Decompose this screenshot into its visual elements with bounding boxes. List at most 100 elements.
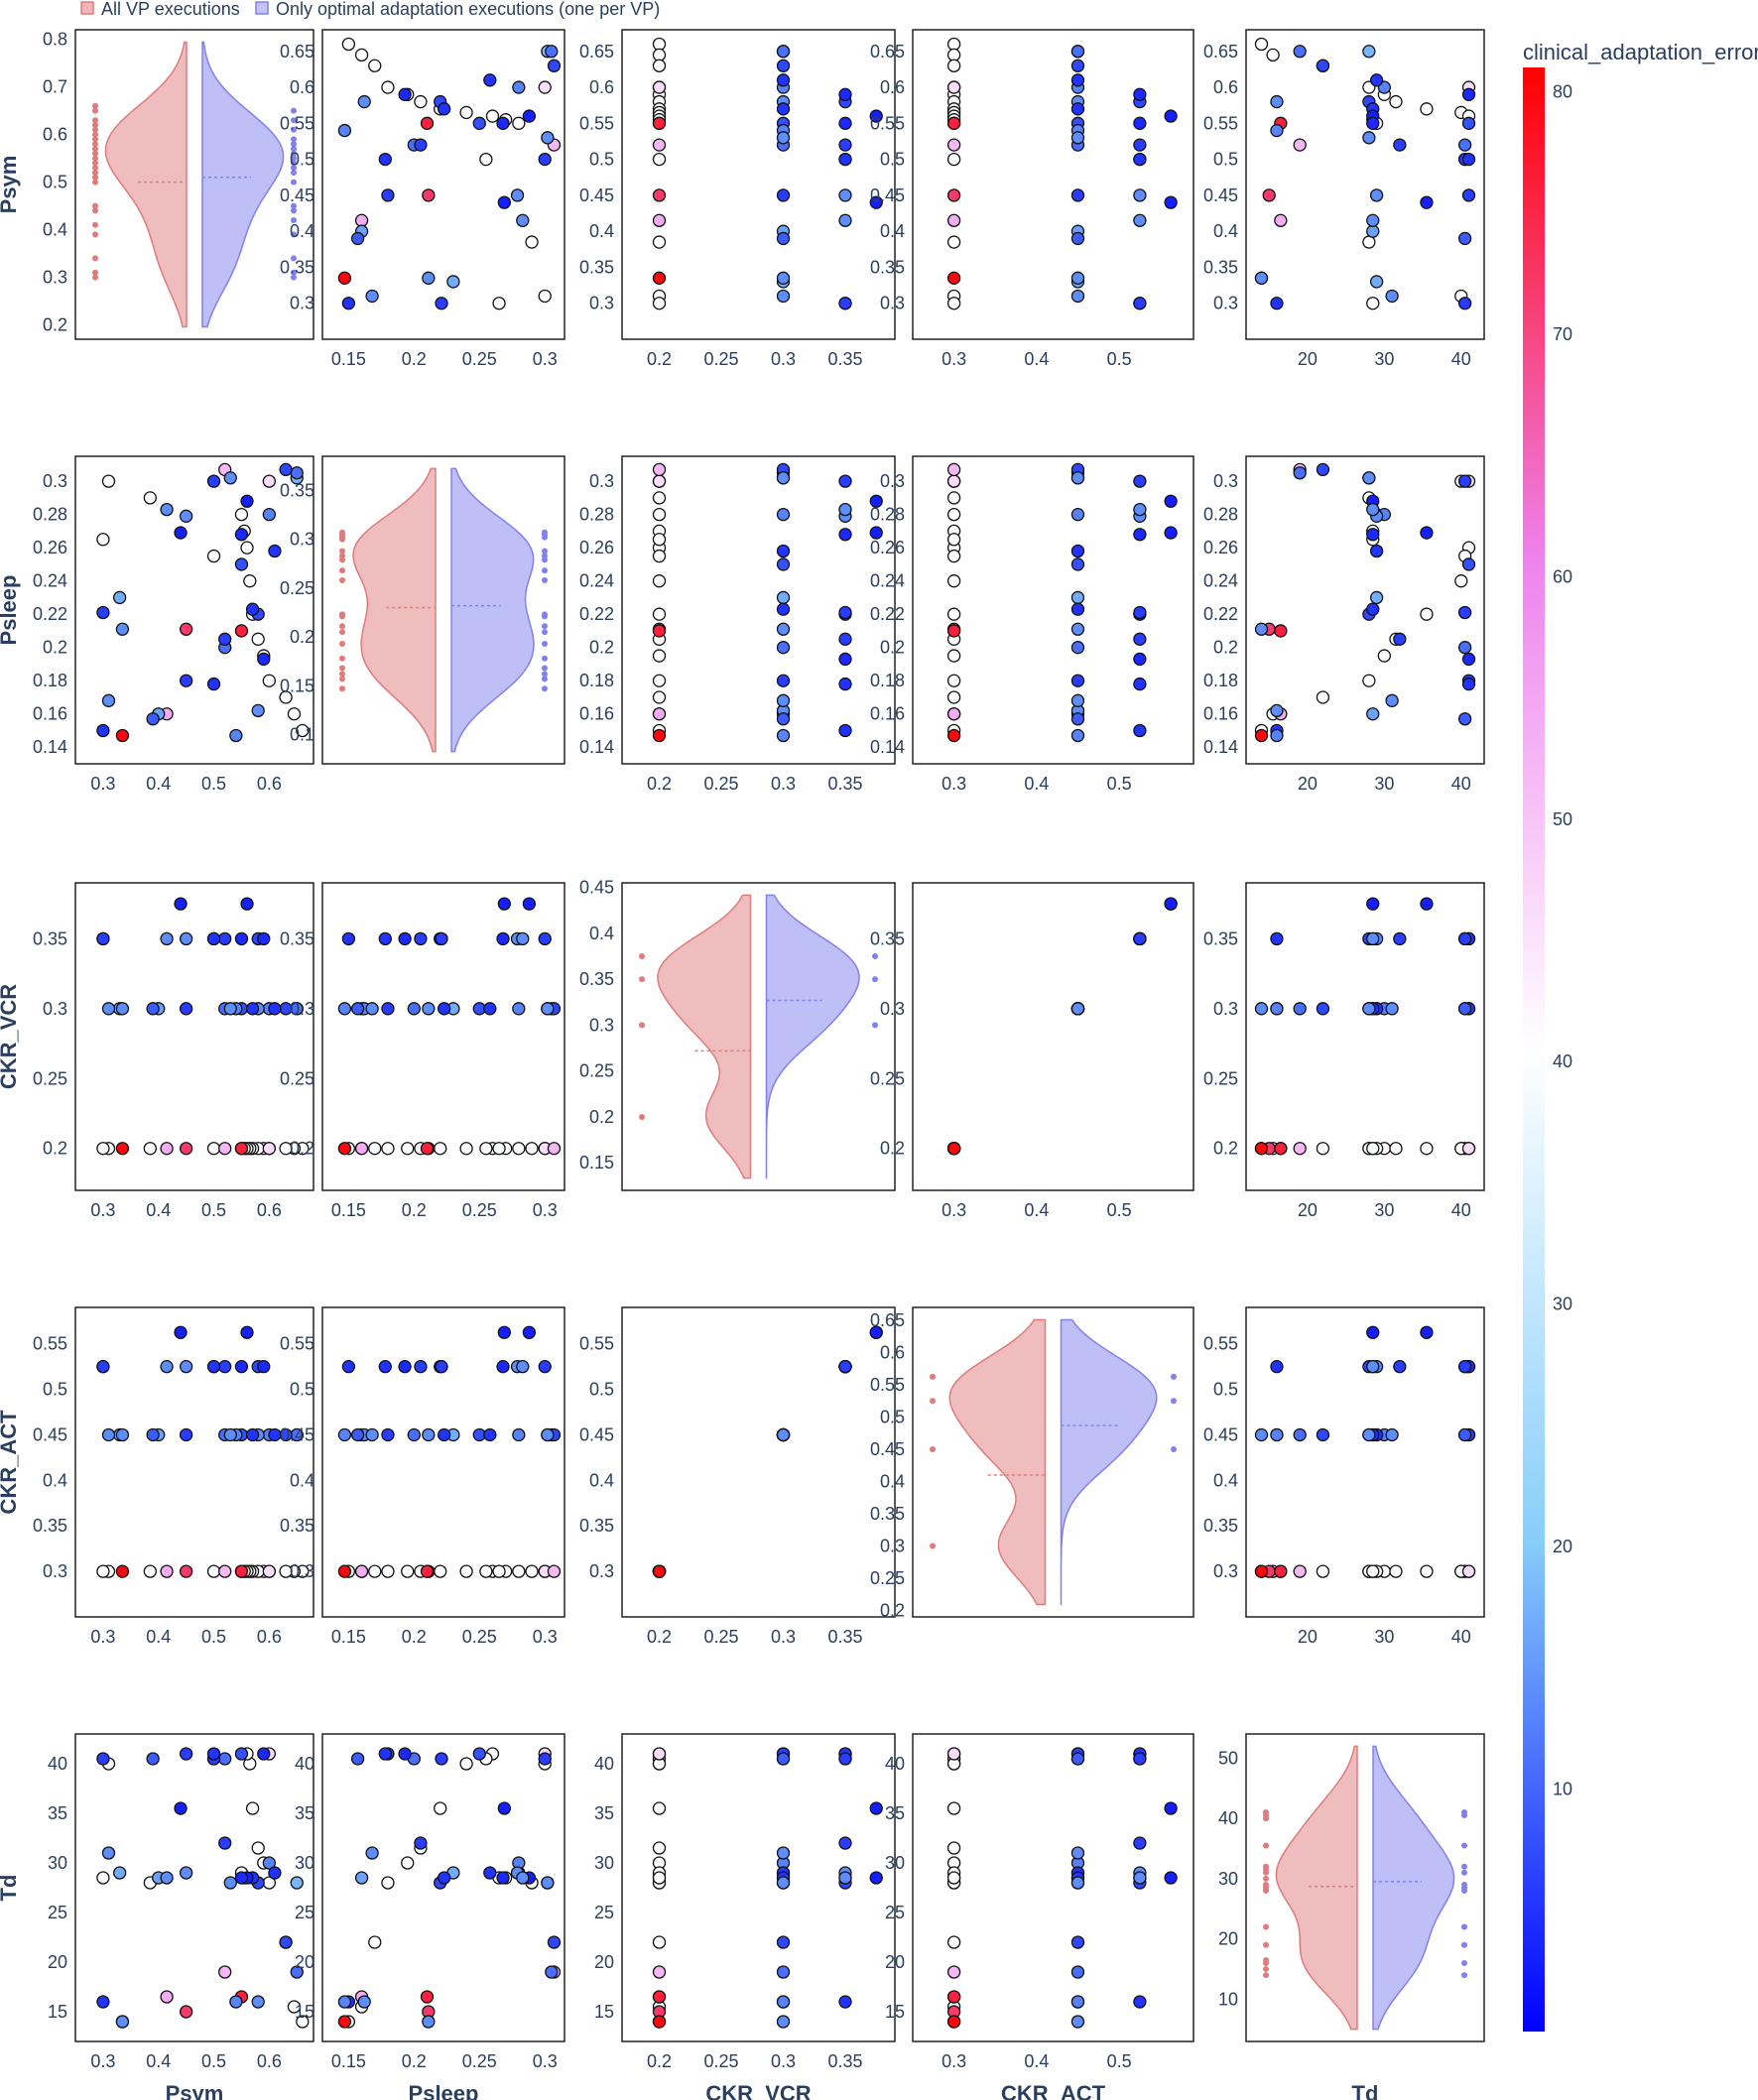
y-tick-label: 40 (295, 1754, 314, 1774)
scatter-point (1070, 602, 1085, 616)
scatter-point (496, 116, 510, 130)
y-tick-label: 0.16 (1203, 704, 1238, 724)
scatter-point (946, 2015, 961, 2029)
scatter-point (869, 1801, 883, 1815)
violin-optimal (450, 467, 535, 753)
scatter-point (354, 1564, 369, 1578)
scatter-point (378, 152, 392, 167)
scatter-point (422, 2015, 436, 2029)
strip-point-all (92, 141, 98, 148)
scatter-point (1362, 471, 1376, 485)
scatter-point (179, 1564, 193, 1578)
scatter-point (160, 1871, 174, 1885)
strip-point-all (92, 231, 98, 238)
y-tick-label: 0.35 (1203, 257, 1238, 277)
scatter-point (485, 109, 500, 123)
scatter-point (869, 109, 883, 123)
scatter-point (179, 622, 193, 636)
y-tick-label: 0.6 (880, 1343, 905, 1363)
scatter-point (652, 507, 667, 522)
strip-point-all (1263, 1956, 1269, 1963)
legend-optimal-swatch[interactable] (255, 1, 269, 15)
scatter-point (1133, 1752, 1147, 1766)
violin-optimal (765, 894, 860, 1178)
y-tick-label: 0.35 (33, 1516, 67, 1536)
strip-point-optimal (542, 529, 548, 536)
strip-point-all (339, 655, 345, 662)
strip-point-optimal (291, 136, 297, 143)
scatter-point (1070, 590, 1085, 605)
subplot-psym-vs-ckr-vcr: 0.3 0.35 0.4 0.45 0.5 0.55 0.6 0.65 0.2 0.25 0.3 0.… (579, 29, 896, 369)
scatter-point (218, 1359, 232, 1374)
subplot-td-vs-ckr-vcr: 15 20 25 30 35 40 0.2 0.25 0.3 0.35 CKR_VCR (594, 1733, 896, 2100)
scatter-point (1070, 1846, 1085, 1860)
y-tick-label: 0.2 (589, 638, 614, 658)
scatter-point (251, 1995, 265, 2009)
scatter-point (946, 1935, 961, 1949)
scatter-point (1133, 1836, 1147, 1850)
strip-point-all (1263, 1923, 1269, 1930)
scatter-point (1393, 138, 1407, 152)
strip-point-all (339, 640, 345, 647)
strip-point-optimal (291, 146, 297, 152)
y-tick-label: 0.26 (870, 538, 905, 557)
y-tick-label: 10 (1218, 1989, 1238, 2009)
strip-point-all (92, 165, 98, 172)
scatter-point (946, 491, 961, 505)
scatter-point (1366, 502, 1380, 517)
scatter-point (1461, 188, 1476, 202)
subplot-frame (912, 882, 1194, 1191)
subplot-frame (621, 882, 896, 1191)
scatter-point (1461, 652, 1476, 667)
x-tick-label: 40 (1451, 1200, 1471, 1220)
y-tick-label: 0.3 (43, 999, 67, 1019)
y-tick-label: 0.55 (870, 1375, 905, 1395)
y-tick-label: 0.55 (280, 1334, 314, 1354)
y-tick-label: 0.45 (579, 878, 614, 898)
y-tick-label: 15 (594, 2002, 614, 2022)
scatter-point (234, 1871, 249, 1885)
scatter-point (354, 48, 369, 62)
scatter-point (838, 152, 852, 167)
scatter-point (510, 188, 525, 202)
scatter-point (541, 1876, 555, 1890)
scatter-point (496, 1359, 510, 1374)
scatter-point (1254, 728, 1269, 743)
scatter-point (378, 1359, 392, 1374)
scatter-point (1420, 607, 1434, 621)
x-tick-label: 0.5 (201, 1627, 226, 1647)
y-tick-label: 15 (295, 2002, 314, 2022)
y-tick-label: 0.6 (1213, 77, 1238, 97)
y-tick-label: 0.45 (870, 1439, 905, 1459)
y-tick-label: 0.5 (589, 1380, 614, 1400)
scatter-point (357, 94, 371, 109)
scatter-point (341, 931, 356, 946)
scatter-point (234, 1359, 249, 1374)
colorbar-title: clinical_adaptation_error (1523, 40, 1758, 64)
y-tick-label: 40 (885, 1754, 905, 1774)
x-tick-label: 0.6 (257, 2051, 282, 2071)
y-tick-label: 0.28 (1203, 505, 1238, 525)
scatter-point (1270, 94, 1284, 109)
scatter-point (512, 1002, 526, 1016)
scatter-point (1164, 897, 1178, 911)
strip-point-all (339, 623, 345, 630)
scatter-point (838, 297, 852, 310)
scatter-point (401, 1856, 415, 1870)
scatter-point (946, 574, 961, 588)
scatter-point (1070, 622, 1085, 636)
scatter-point (262, 1856, 276, 1870)
scatter-point (337, 123, 352, 138)
scatter-point (1385, 1427, 1399, 1442)
x-tick-label: 20 (1298, 1627, 1318, 1647)
scatter-point (435, 1359, 448, 1374)
strip-point-all (1263, 1842, 1269, 1849)
subplot-psleep-vs-psleep: 0.1 0.15 0.2 0.25 0.3 0.35 (280, 455, 565, 765)
y-tick-label: 0.35 (579, 1516, 614, 1536)
row-label: Psym (0, 156, 21, 214)
y-tick-label: 0.6 (880, 77, 905, 97)
legend-all-swatch[interactable] (80, 1, 94, 15)
scatter-point (838, 1871, 852, 1885)
scatter-point (378, 1747, 392, 1761)
